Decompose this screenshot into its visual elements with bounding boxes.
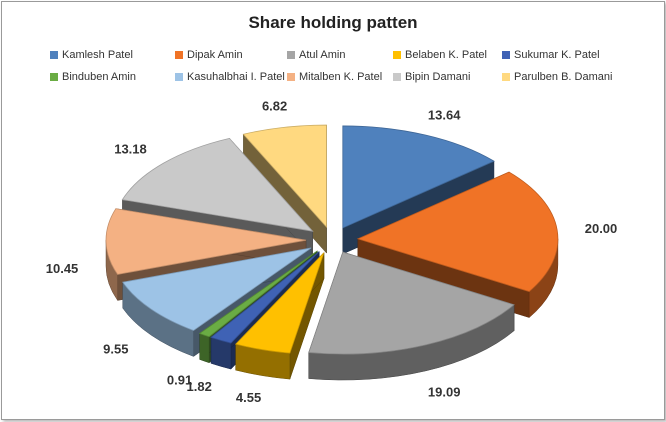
legend-swatch — [287, 51, 295, 59]
data-label: 6.82 — [262, 98, 287, 113]
legend-item: Binduben Amin — [50, 71, 136, 83]
legend-swatch — [393, 51, 401, 59]
legend-swatch — [175, 51, 183, 59]
legend-label: Kasuhalbhai I. Patel — [187, 71, 285, 83]
legend-item: Sukumar K. Patel — [502, 49, 600, 61]
data-label: 13.64 — [428, 108, 461, 123]
legend-item: Dipak Amin — [175, 49, 243, 61]
legend-item: Atul Amin — [287, 49, 345, 61]
legend-label: Atul Amin — [299, 49, 346, 61]
pie-slice — [308, 251, 515, 381]
legend-swatch — [175, 73, 183, 81]
legend-item: Kamlesh Patel — [50, 49, 133, 61]
legend-label: Dipak Amin — [187, 49, 243, 61]
legend-swatch — [393, 73, 401, 81]
legend-label: Bipin Damani — [405, 71, 471, 83]
legend-label: Mitalben K. Patel — [299, 71, 383, 83]
pie-slice — [234, 251, 325, 380]
legend-swatch — [50, 73, 58, 81]
legend-item: Belaben K. Patel — [393, 49, 487, 61]
data-label: 9.55 — [103, 341, 128, 356]
legend-label: Kamlesh Patel — [62, 49, 133, 61]
legend-item: Kasuhalbhai I. Patel — [175, 71, 285, 83]
data-label: 0.91 — [167, 373, 192, 388]
legend-swatch — [502, 73, 510, 81]
legend-label: Parulben B. Damani — [514, 71, 613, 83]
chart-title: Share holding patten — [248, 13, 418, 32]
data-label: 13.18 — [114, 141, 147, 156]
legend-swatch — [502, 51, 510, 59]
legend-label: Sukumar K. Patel — [514, 49, 600, 61]
legend-label: Belaben K. Patel — [405, 49, 487, 61]
data-label: 10.45 — [46, 261, 79, 276]
legend-swatch — [50, 51, 58, 59]
data-label: 1.82 — [187, 379, 212, 394]
legend-item: Parulben B. Damani — [502, 71, 612, 83]
legend-swatch — [287, 73, 295, 81]
data-label: 4.55 — [236, 390, 261, 405]
data-label: 19.09 — [428, 384, 461, 399]
legend-label: Binduben Amin — [62, 71, 136, 83]
data-label: 20.00 — [585, 221, 618, 236]
legend-item: Bipin Damani — [393, 71, 470, 83]
legend-item: Mitalben K. Patel — [287, 71, 382, 83]
